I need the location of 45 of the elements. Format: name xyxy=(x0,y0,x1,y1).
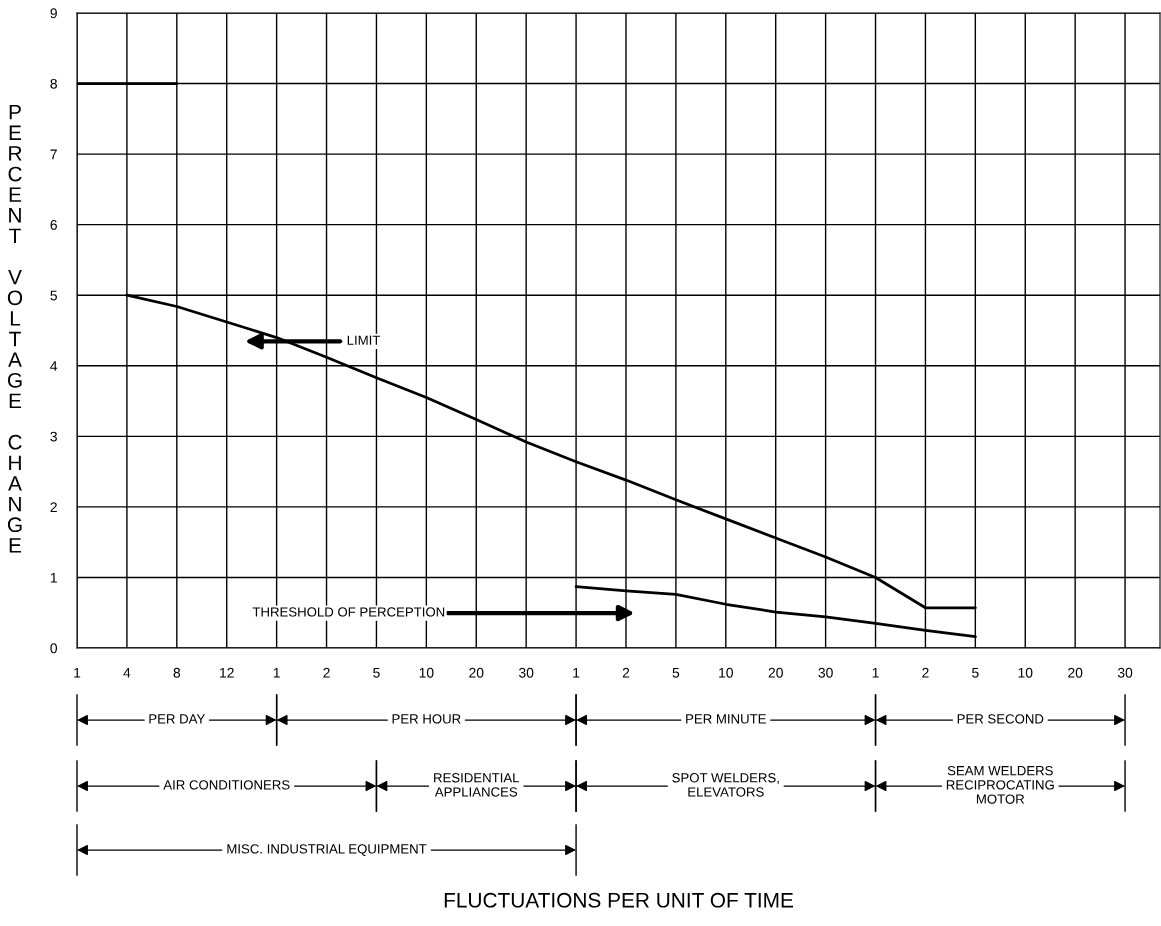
text: SPOT WELDERS, ELEVATORS xyxy=(672,773,779,797)
x-tick-label: 4 xyxy=(123,667,131,678)
x-tick-label: 30 xyxy=(518,667,534,678)
x-tick-label: 20 xyxy=(768,667,783,678)
x-tick-label: 10 xyxy=(719,667,733,678)
y-tick-label: 4 xyxy=(50,361,58,371)
x-tick-label: 5 xyxy=(972,667,979,678)
text: PER MINUTE xyxy=(686,714,766,724)
x-tick-label: 5 xyxy=(373,667,380,678)
x-tick-label: 5 xyxy=(672,667,680,678)
annotation: THRESHOLD OF PERCEPTION xyxy=(252,607,445,617)
text: PER SECOND xyxy=(957,714,1044,724)
x-tick-label: 12 xyxy=(220,667,234,678)
x-tick-label: 2 xyxy=(922,667,929,678)
x-tick-label: 2 xyxy=(323,667,330,678)
x-tick-label: 1 xyxy=(273,667,280,678)
x-tick-label: 2 xyxy=(622,667,630,678)
y-tick-label: 8 xyxy=(50,78,57,89)
text: MISC. INDUSTRIAL EQUIPMENT xyxy=(227,844,427,856)
y-tick-label: 6 xyxy=(50,220,57,230)
x-tick-label: 10 xyxy=(419,667,434,678)
x-tick-label: 8 xyxy=(173,667,181,678)
text: SEAM WELDERS RECIPROCATING MOTOR xyxy=(946,765,1054,804)
x-tick-label: 1 xyxy=(872,667,879,678)
y-tick-label: 9 xyxy=(50,8,57,19)
y-tick-label: 1 xyxy=(50,572,57,583)
y-tick-label: 7 xyxy=(50,149,57,160)
y-tick-label: 3 xyxy=(50,431,57,442)
x-tick-label: 30 xyxy=(1117,667,1133,678)
text: PER DAY xyxy=(149,714,205,724)
annotation: LIMIT xyxy=(347,335,381,345)
text: AIR CONDITIONERS xyxy=(163,780,290,790)
y-tick-label: 0 xyxy=(50,643,58,654)
text: FLUCTUATIONS PER UNIT OF TIME xyxy=(444,892,793,908)
y-tick-label: 2 xyxy=(50,502,57,512)
x-tick-label: 20 xyxy=(469,667,484,678)
text: PER HOUR xyxy=(392,714,461,724)
x-tick-label: 1 xyxy=(74,667,81,678)
x-tick-label: 20 xyxy=(1068,667,1083,678)
x-tick-label: 10 xyxy=(1018,667,1033,678)
x-tick-label: 30 xyxy=(818,667,833,678)
text: RESIDENTIAL APPLIANCES xyxy=(434,773,520,797)
x-tick-label: 1 xyxy=(573,667,580,678)
y-tick-label: 5 xyxy=(50,290,57,301)
text: PERCENT VOLTAGE CHANGE xyxy=(7,104,23,553)
